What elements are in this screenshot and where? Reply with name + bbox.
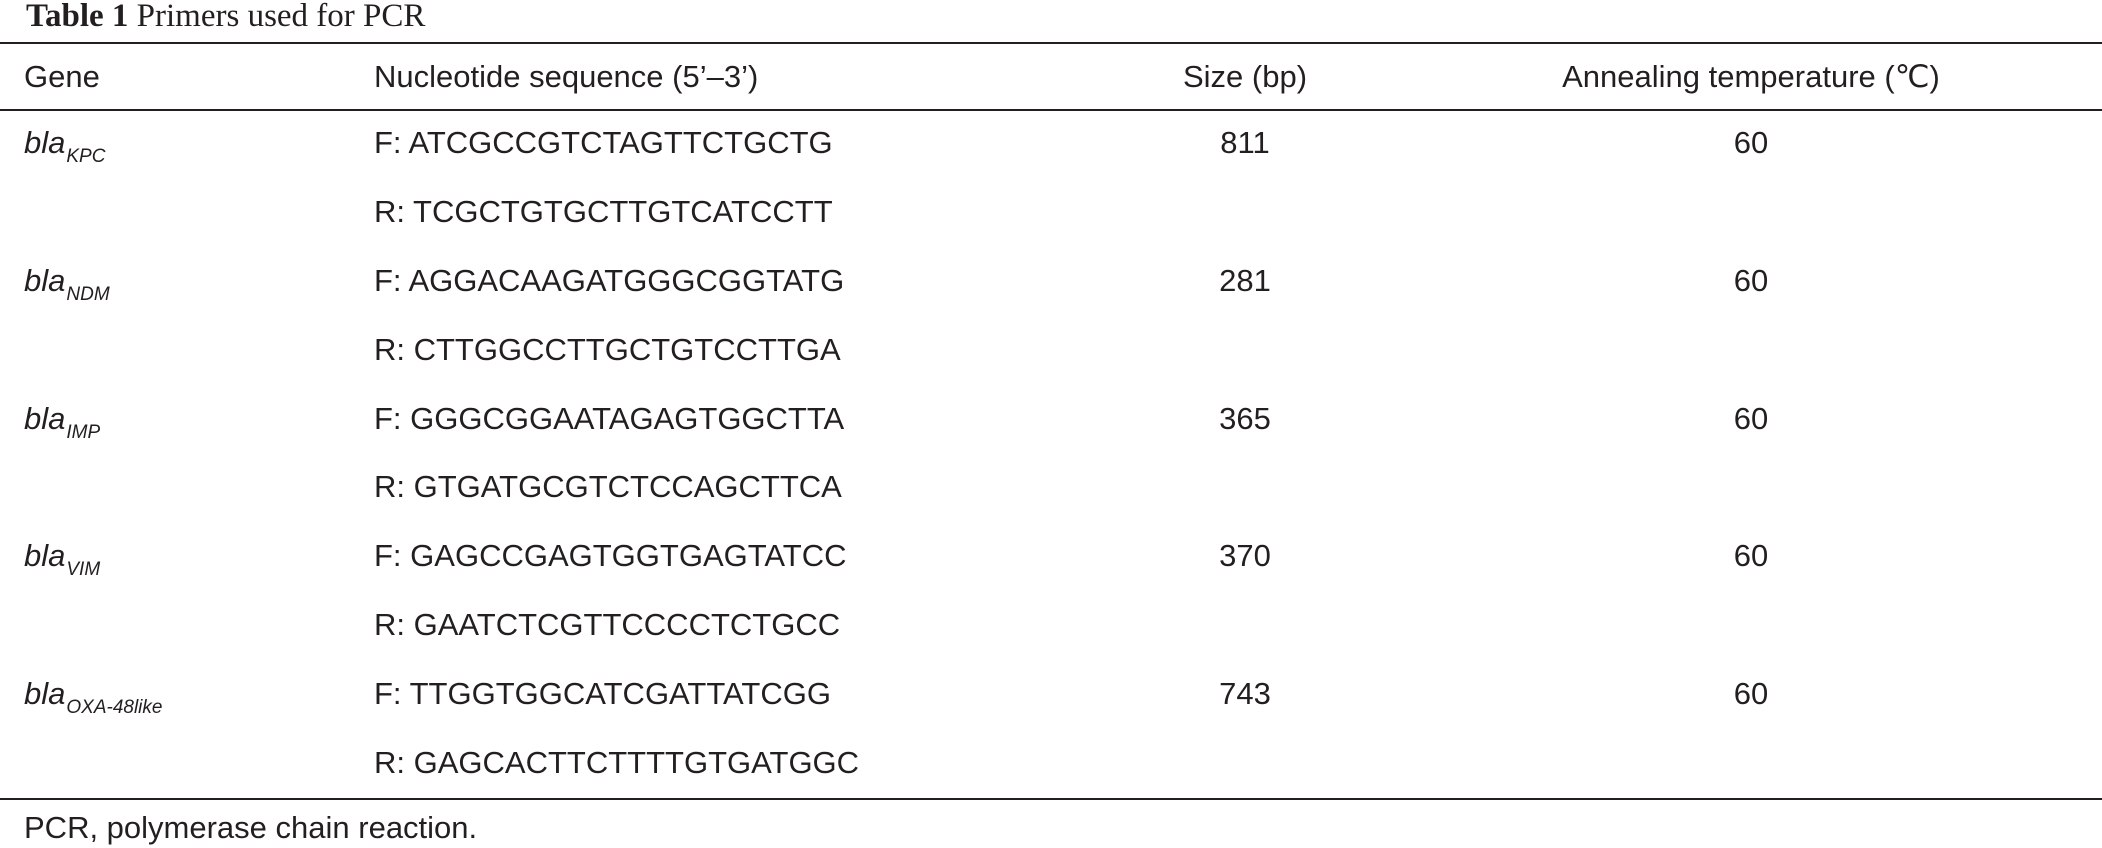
header-annealing: Annealing temperature (℃) [1476,44,2026,109]
table-caption-text: Primers used for PCR [136,0,426,34]
header-annealing-close: ) [1929,58,1940,94]
table-bottom-rule [0,798,2102,800]
table-caption: Table 1 Primers used for PCR [26,0,425,36]
header-annealing-unit: ℃ [1894,58,1930,94]
annealing-value: 60 [1733,400,1769,436]
header-annealing-label: Annealing temperature ( [1562,58,1895,94]
table-row: blaVIM F: GAGCCGAGTGGTGAGTATCC 370 60 [0,522,2102,591]
table-header-rule [0,109,2102,111]
gene-cell: blaVIM [0,522,374,591]
gene-name: bla [24,400,66,436]
size-value: 811 [1220,125,1270,161]
reverse-primer: R: TCGCTGTGCTTGTCATCCTT [374,194,833,230]
header-gene: Gene [24,58,100,94]
gene-subscript: NDM [66,283,110,305]
table-footnote: PCR, polymerase chain reaction. [24,810,478,845]
annealing-value: 60 [1733,125,1769,161]
table-caption-label: Table 1 [26,0,129,34]
table-row: R: CTTGGCCTTGCTGTCCTTGA [0,315,2102,384]
table-row: blaOXA-48like F: TTGGTGGCATCGATTATCGG 74… [0,659,2102,728]
header-spacer [2026,44,2102,109]
table-row: R: GTGATGCGTCTCCAGCTTCA [0,453,2102,522]
gene-subscript: VIM [66,559,101,581]
table-row: blaKPC F: ATCGCCGTCTAGTTCTGCTG 811 60 [0,109,2102,178]
header-size: Size (bp) [1182,58,1308,94]
table-top-rule [0,42,2102,44]
header-sequence: Nucleotide sequence (5’–3’) [374,58,759,94]
reverse-primer: R: GTGATGCGTCTCCAGCTTCA [374,469,842,505]
annealing-value: 60 [1733,675,1769,711]
gene-subscript: IMP [66,421,101,443]
size-value: 370 [1219,538,1271,574]
reverse-primer: R: CTTGGCCTTGCTGTCCTTGA [374,331,841,367]
size-value: 281 [1219,262,1271,298]
forward-primer: F: GGGCGGAATAGAGTGGCTTA [374,400,845,436]
table-header-row: Gene Nucleotide sequence (5’–3’) Size (b… [0,44,2102,109]
forward-primer: F: GAGCCGAGTGGTGAGTATCC [374,538,847,574]
gene-cell: blaKPC [0,109,374,178]
gene-subscript: OXA-48like [66,696,163,718]
table-row: blaNDM F: AGGACAAGATGGGCGGTATG 281 60 [0,247,2102,316]
gene-name: bla [24,262,66,298]
size-value: 743 [1219,675,1271,711]
size-value: 365 [1219,400,1271,436]
gene-cell: blaNDM [0,247,374,316]
reverse-primer: R: GAGCACTTCTTTTGTGATGGC [374,744,860,780]
gene-cell: blaOXA-48like [0,659,374,728]
annealing-value: 60 [1733,262,1769,298]
gene-name: bla [24,675,66,711]
table-row: R: TCGCTGTGCTTGTCATCCTT [0,178,2102,247]
forward-primer: F: TTGGTGGCATCGATTATCGG [374,675,831,711]
gene-name: bla [24,538,66,574]
primers-table: Gene Nucleotide sequence (5’–3’) Size (b… [0,44,2102,797]
gene-cell: blaIMP [0,384,374,453]
table-row: blaIMP F: GGGCGGAATAGAGTGGCTTA 365 60 [0,384,2102,453]
gene-subscript: KPC [66,146,106,168]
annealing-value: 60 [1733,538,1769,574]
reverse-primer: R: GAATCTCGTTCCCCTCTGCC [374,606,841,642]
forward-primer: F: ATCGCCGTCTAGTTCTGCTG [374,125,833,161]
forward-primer: F: AGGACAAGATGGGCGGTATG [374,262,845,298]
table-row: R: GAATCTCGTTCCCCTCTGCC [0,591,2102,660]
gene-name: bla [24,125,66,161]
table-row: R: GAGCACTTCTTTTGTGATGGC [0,728,2102,797]
